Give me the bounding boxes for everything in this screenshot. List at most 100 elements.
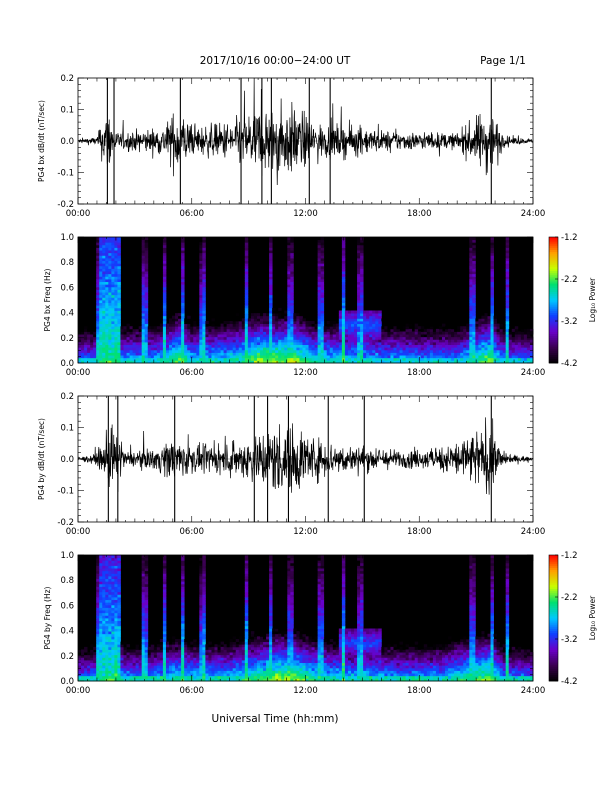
spectrogram-cell [184,644,188,648]
spectrogram-cell [302,321,306,325]
spectrogram-cell [187,673,191,677]
spectrogram-cell [120,357,124,361]
spectrogram-cell [375,352,379,356]
spectrogram-cell [496,328,501,332]
spectrogram-cell [351,323,355,327]
spectrogram-cell [123,334,127,338]
spectrogram-cell [229,336,234,340]
spectrogram-cell [126,678,130,682]
spectrogram-cell [153,326,158,330]
spectrogram-cell [226,331,231,335]
spectrogram-cell [445,355,449,359]
spectrogram-cell [320,302,325,306]
y-tick-label: 0.2 [60,392,74,402]
spectrogram-cell [208,654,212,658]
spectrogram-cell [484,315,488,319]
spectrogram-cell [414,349,419,353]
spectrogram-cell [275,318,279,322]
spectrogram-cell [129,342,133,346]
spectrogram-cell [181,633,185,637]
spectrogram-cell [320,334,325,338]
spectrogram-cell [472,292,476,296]
spectrogram-cell [78,660,82,664]
spectrogram-cell [181,334,185,338]
spectrogram-cell [351,357,355,361]
spectrogram-cell [420,352,425,356]
x-tick-label: 18:00 [407,209,432,219]
spectrogram-cell [472,310,476,314]
spectrogram-cell [278,360,282,364]
spectrogram-cell [411,334,416,338]
spectrogram-cell [505,273,510,277]
spectrogram-cell [381,355,385,359]
spectrogram-cell [108,326,112,330]
spectrogram-cell [178,662,182,666]
spectrogram-cell [96,258,100,262]
spectrogram-cell [102,678,106,682]
spectrogram-cell [199,318,203,322]
spectrogram-cell [108,331,112,335]
spectrogram-cell [417,344,422,348]
spectrogram-cell [141,239,146,243]
spectrogram-cell [138,673,143,677]
colorbar-segment [549,295,558,299]
spectrogram-cell [147,675,152,679]
spectrogram-cell [299,344,303,348]
spectrogram-cell [144,583,149,587]
spectrogram-cell [187,675,191,679]
spectrogram-cell [199,597,203,601]
spectrogram-cell [99,357,103,361]
spectrogram-cell [505,302,510,306]
spectrogram-cell [363,326,367,330]
spectrogram-cell [244,328,249,332]
spectrogram-cell [193,636,197,640]
spectrogram-cell [287,271,291,275]
spectrogram-cell [111,357,115,361]
spectrogram-cell [381,334,385,338]
spectrogram-cell [366,315,370,319]
spectrogram-cell [172,318,176,322]
spectrogram-cell [487,321,491,325]
spectrogram-cell [393,339,397,343]
spectrogram-cell [102,321,106,325]
spectrogram-cell [96,565,100,569]
colorbar-segment [549,245,558,248]
spectrogram-cell [87,357,91,361]
spectrogram-cell [387,347,391,351]
spectrogram-cell [114,644,118,648]
spectrogram-cell [499,344,504,348]
spectrogram-cell [147,355,152,359]
spectrogram-cell [162,631,167,635]
spectrogram-cell [484,339,488,343]
spectrogram-cell [302,344,306,348]
spectrogram-cell [108,562,112,566]
spectrogram-cell [323,355,328,359]
spectrogram-cell [217,660,221,664]
spectrogram-cell [341,281,346,285]
spectrogram-cell [235,321,240,325]
spectrogram-cell [96,618,100,622]
spectrogram-cell [90,649,94,653]
spectrogram-cell [99,607,103,611]
spectrogram-cell [193,339,197,343]
spectrogram-cell [263,342,267,346]
spectrogram-cell [81,673,85,677]
spectrogram-cell [287,300,291,304]
spectrogram-cell [520,360,525,364]
spectrogram-cell [138,336,143,340]
spectrogram-cell [205,344,209,348]
spectrogram-cell [296,344,300,348]
spectrogram-cell [448,357,452,361]
spectrogram-cell [472,258,476,262]
spectrogram-cell [153,665,158,669]
spectrogram-cell [162,615,167,619]
colorbar-segment [549,346,558,349]
spectrogram-cell [302,349,306,353]
spectrogram-cell [354,318,358,322]
spectrogram-cell [499,352,504,356]
spectrogram-cell [341,258,346,262]
spectrogram-cell [208,342,212,346]
spectrogram-cell [235,342,240,346]
spectrogram-cell [114,557,118,561]
colorbar-segment [549,360,558,364]
